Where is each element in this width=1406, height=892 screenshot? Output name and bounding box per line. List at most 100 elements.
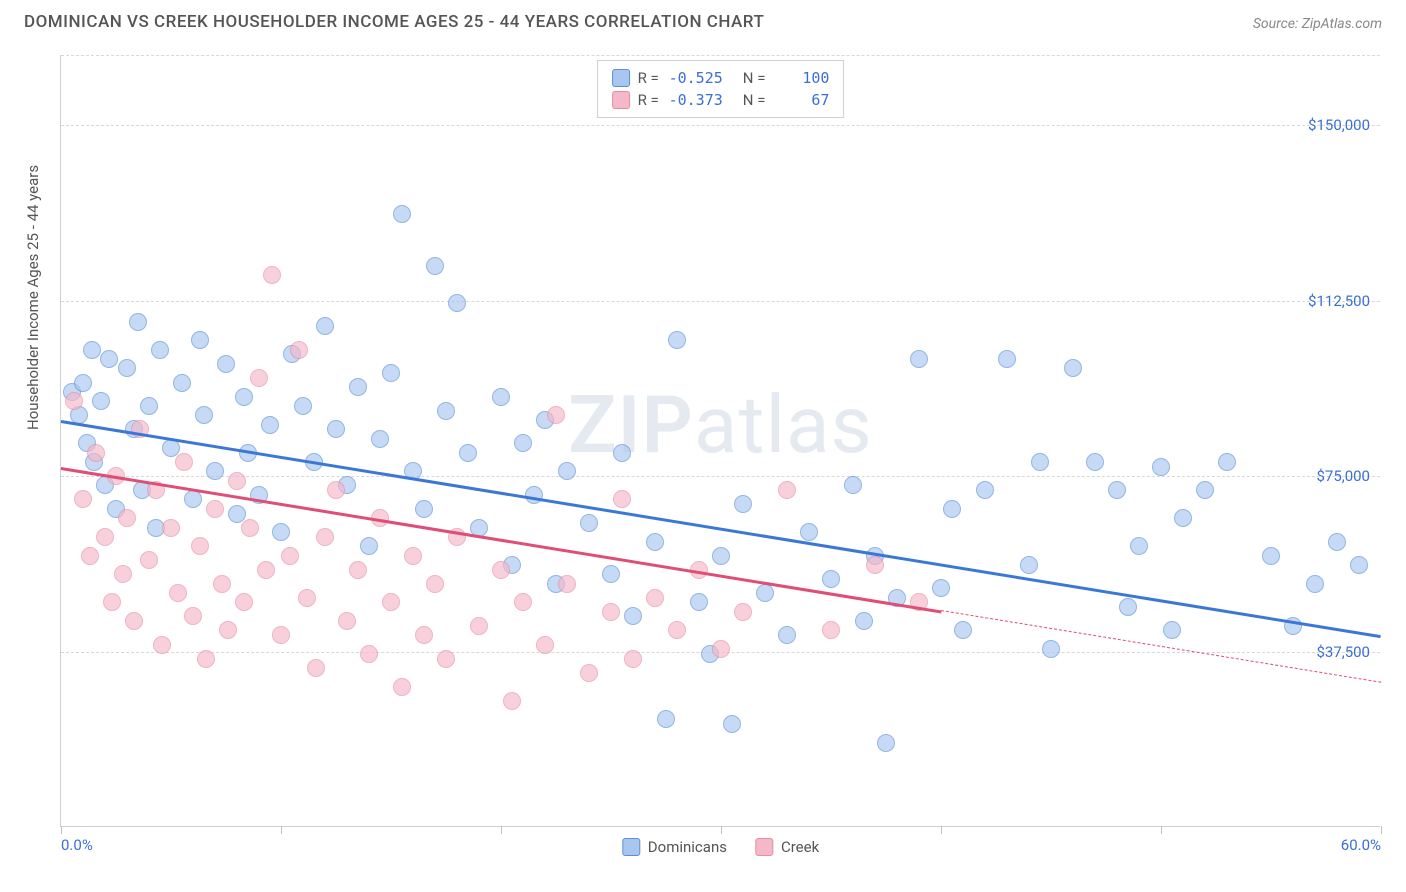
data-point	[327, 481, 345, 499]
stats-legend-box: R =-0.525N =100R =-0.373N =67	[597, 60, 845, 118]
data-point	[712, 640, 730, 658]
stats-row: R =-0.373N =67	[612, 89, 830, 111]
data-point	[778, 626, 796, 644]
data-point	[241, 519, 259, 537]
legend-item: Creek	[755, 838, 819, 856]
data-point	[114, 565, 132, 583]
data-point	[437, 650, 455, 668]
data-point	[602, 565, 620, 583]
data-point	[943, 500, 961, 518]
data-point	[613, 490, 631, 508]
data-point	[778, 481, 796, 499]
data-point	[712, 547, 730, 565]
data-point	[263, 266, 281, 284]
data-point	[349, 378, 367, 396]
data-point	[404, 547, 422, 565]
data-point	[162, 519, 180, 537]
n-value: 67	[773, 91, 829, 109]
data-point	[360, 645, 378, 663]
data-point	[426, 257, 444, 275]
data-point	[1064, 359, 1082, 377]
data-point	[602, 603, 620, 621]
data-point	[298, 589, 316, 607]
data-point	[1086, 453, 1104, 471]
data-point	[954, 621, 972, 639]
data-point	[822, 621, 840, 639]
source-name: ZipAtlas.com	[1302, 16, 1382, 32]
data-point	[976, 481, 994, 499]
data-point	[257, 561, 275, 579]
legend-label: Dominicans	[648, 838, 727, 856]
data-point	[536, 636, 554, 654]
data-point	[307, 659, 325, 677]
data-point	[492, 561, 510, 579]
data-point	[734, 603, 752, 621]
data-point	[294, 397, 312, 415]
data-point	[235, 593, 253, 611]
trend-line-dashed	[941, 610, 1381, 683]
y-tick-label: $150,000	[1308, 116, 1370, 134]
r-value: -0.525	[667, 69, 723, 87]
data-point	[173, 374, 191, 392]
data-point	[657, 710, 675, 728]
legend-swatch	[622, 838, 640, 856]
x-tick	[1381, 826, 1382, 834]
data-point	[690, 593, 708, 611]
data-point	[613, 444, 631, 462]
data-point	[998, 350, 1016, 368]
data-point	[514, 434, 532, 452]
data-point	[646, 533, 664, 551]
data-point	[844, 476, 862, 494]
y-tick-label: $37,500	[1316, 643, 1370, 661]
data-point	[910, 350, 928, 368]
data-point	[103, 593, 121, 611]
x-tick	[941, 826, 942, 834]
data-point	[932, 579, 950, 597]
data-point	[822, 570, 840, 588]
data-point	[1130, 537, 1148, 555]
series-swatch	[612, 91, 630, 109]
data-point	[459, 444, 477, 462]
data-point	[169, 584, 187, 602]
data-point	[290, 341, 308, 359]
data-point	[184, 607, 202, 625]
data-point	[668, 331, 686, 349]
data-point	[191, 331, 209, 349]
data-point	[514, 593, 532, 611]
data-point	[83, 341, 101, 359]
data-point	[92, 392, 110, 410]
data-point	[503, 692, 521, 710]
data-point	[525, 486, 543, 504]
y-axis-label: Householder Income Ages 25 - 44 years	[24, 165, 42, 430]
gridline	[61, 301, 1380, 302]
data-point	[415, 500, 433, 518]
r-label: R =	[638, 69, 659, 87]
data-point	[1328, 533, 1346, 551]
data-point	[1108, 481, 1126, 499]
source-label: Source:	[1253, 16, 1302, 32]
y-tick-label: $112,500	[1308, 292, 1370, 310]
data-point	[1152, 458, 1170, 476]
data-point	[217, 355, 235, 373]
data-point	[213, 575, 231, 593]
x-tick-label: 60.0%	[1341, 836, 1381, 854]
x-tick	[281, 826, 282, 834]
data-point	[415, 626, 433, 644]
series-legend: Dominicans Creek	[622, 838, 819, 856]
data-point	[1350, 556, 1368, 574]
data-point	[228, 472, 246, 490]
gridline	[61, 125, 1380, 126]
data-point	[316, 317, 334, 335]
data-point	[191, 537, 209, 555]
data-point	[437, 402, 455, 420]
legend-label: Creek	[781, 838, 819, 856]
data-point	[393, 205, 411, 223]
data-point	[1306, 575, 1324, 593]
x-tick-label: 0.0%	[61, 836, 93, 854]
data-point	[151, 341, 169, 359]
data-point	[272, 523, 290, 541]
data-point	[855, 612, 873, 630]
data-point	[235, 388, 253, 406]
data-point	[1196, 481, 1214, 499]
chart-title: DOMINICAN VS CREEK HOUSEHOLDER INCOME AG…	[24, 12, 764, 32]
